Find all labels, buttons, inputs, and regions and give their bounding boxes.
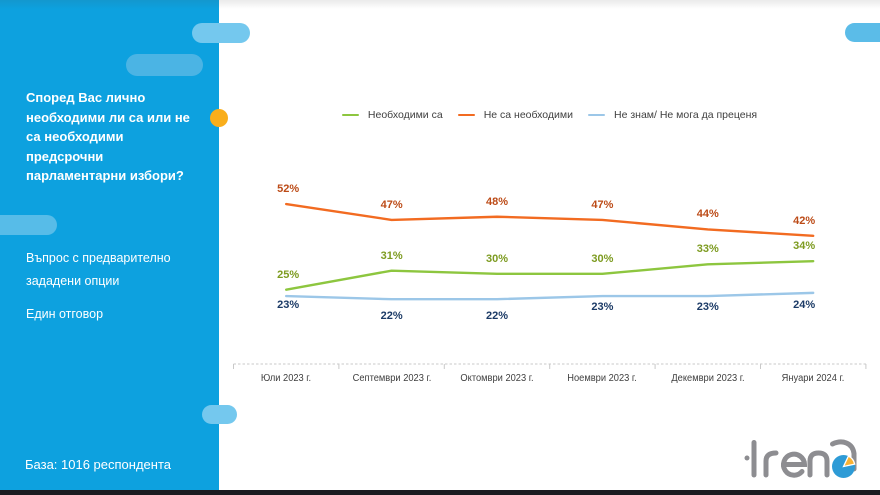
logo-d-pie xyxy=(832,455,856,478)
point-label: 47% xyxy=(591,198,614,211)
legend-label: Необходими са xyxy=(367,109,443,121)
decorative-pill xyxy=(192,23,250,43)
point-label: 42% xyxy=(793,214,816,227)
point-label: 30% xyxy=(591,252,614,265)
x-axis-label: Декември 2023 г. xyxy=(671,373,745,384)
x-axis-label: Юли 2023 г. xyxy=(261,373,312,384)
legend-swatch xyxy=(341,113,359,117)
logo-t-dot xyxy=(744,455,750,461)
legend-item: Не знам/ Не мога да преценя xyxy=(588,109,757,121)
point-label: 24% xyxy=(793,298,816,311)
series-line-0 xyxy=(285,259,815,291)
point-label: 33% xyxy=(696,243,719,256)
legend-swatch xyxy=(457,113,475,117)
point-label: 22% xyxy=(380,310,403,323)
base-note: База: 1016 респондента xyxy=(25,457,172,472)
sidebar: Според Вас лично необходими ли са или не… xyxy=(0,0,219,495)
point-label: 30% xyxy=(485,252,509,265)
yellow-dot xyxy=(210,109,228,127)
decorative-pill xyxy=(845,23,880,42)
x-axis-label: Ноември 2023 г. xyxy=(567,373,638,384)
point-label: 23% xyxy=(696,301,719,314)
point-label: 23% xyxy=(591,301,614,314)
trend-logo xyxy=(738,434,868,486)
logo-letters xyxy=(751,439,857,478)
x-axis-label: Януари 2024 г. xyxy=(781,373,845,384)
legend-item: Не са необходими xyxy=(457,109,573,121)
legend-swatch xyxy=(588,113,605,117)
series-line-1 xyxy=(285,202,815,237)
decorative-pill xyxy=(126,54,203,76)
x-axis-label: Октомври 2023 г. xyxy=(460,373,534,384)
answer-note: Един отговор xyxy=(26,307,104,321)
point-label: 44% xyxy=(696,208,719,221)
legend-item: Необходими са xyxy=(341,109,443,121)
chart-legend: Необходими са Не са необходими Не знам/ Не… xyxy=(233,109,866,121)
decorative-pill xyxy=(0,215,57,235)
decorative-pill xyxy=(202,405,237,424)
point-label: 23% xyxy=(277,299,300,312)
x-axis-label: Септември 2023 г. xyxy=(352,373,431,384)
question-title: Според Вас лично необходими ли са или не… xyxy=(26,90,190,183)
point-label: 47% xyxy=(380,198,403,211)
series-line-2 xyxy=(285,291,815,301)
bottom-bar xyxy=(0,489,880,495)
point-label: 22% xyxy=(485,310,509,323)
legend-label: Не знам/ Не мога да преценя xyxy=(614,109,758,121)
point-label: 52% xyxy=(277,183,300,196)
point-label: 31% xyxy=(380,249,403,262)
question-note: Въпрос с предварително зададени опции xyxy=(26,251,171,288)
point-label: 48% xyxy=(485,195,509,208)
point-label: 34% xyxy=(793,240,816,253)
legend-label: Не са необходими xyxy=(483,109,573,121)
point-label: 25% xyxy=(277,268,300,281)
